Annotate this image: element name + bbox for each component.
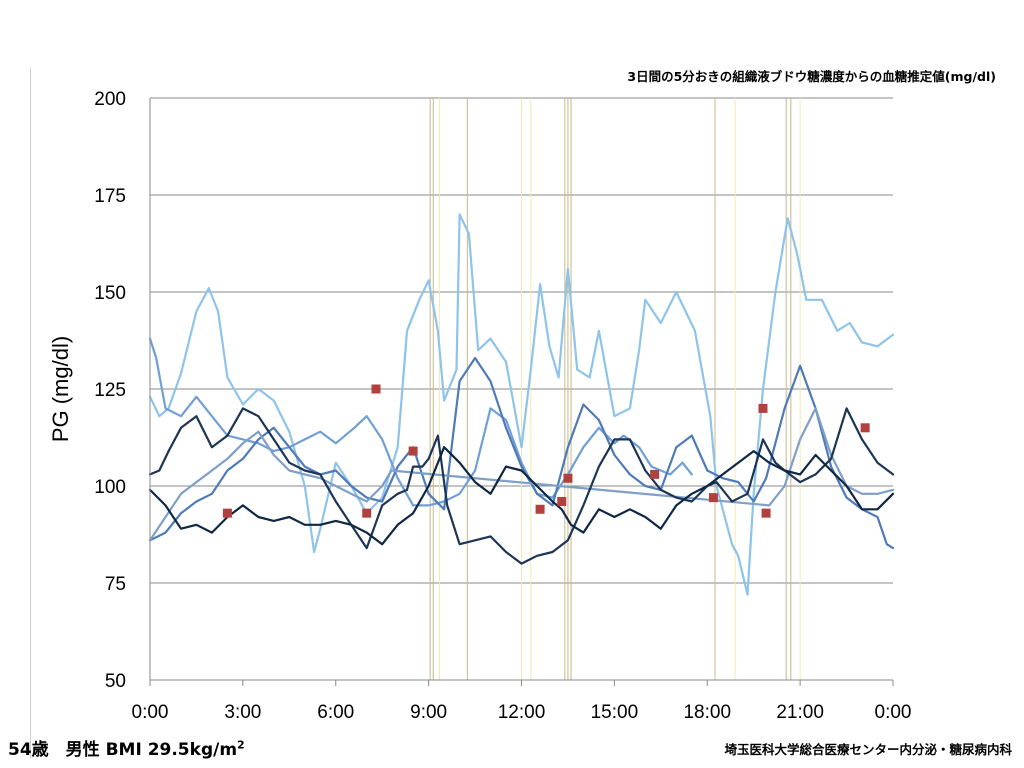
x-tick-label: 3:00: [224, 702, 261, 723]
x-tick-label: 0:00: [875, 702, 912, 723]
series-line-4: [148, 407, 895, 542]
y-tick-label: 175: [94, 186, 126, 207]
measurement-point: [371, 384, 381, 394]
x-tick-label: 0:00: [132, 702, 169, 723]
measurement-point: [222, 508, 232, 518]
y-axis-label: PG (mg/dl): [48, 336, 73, 442]
measurement-point: [758, 403, 768, 413]
series-line-6: [148, 446, 895, 546]
measurement-point: [650, 469, 660, 479]
series-lines: [148, 213, 895, 596]
y-tick-label: 75: [105, 574, 126, 595]
y-tick-label: 150: [94, 283, 126, 304]
y-tick-label: 50: [105, 671, 126, 692]
institution-name: 埼玉医科大学総合医療センター内分泌・糖尿病内科: [724, 742, 1012, 757]
tick-labels: 50 75 100 125 150 175 200 0:00 3:00 6:00 9:00 12:00…: [48, 89, 911, 723]
measurement-point: [761, 508, 771, 518]
measurement-point: [860, 423, 870, 433]
slide-divider-line: [30, 68, 31, 758]
measurement-point: [362, 508, 372, 518]
y-tick-label: 200: [94, 89, 126, 110]
y-tick-label: 125: [94, 380, 126, 401]
measurement-point: [708, 493, 718, 503]
y-tick-label: 100: [94, 477, 126, 498]
x-tick-label: 21:00: [776, 702, 824, 723]
chart-title: 3日間の5分おきの組織液ブドウ糖濃度からの血糖推定値(mg/dl): [627, 69, 996, 84]
x-tick-label: 18:00: [683, 702, 731, 723]
series-line-3: [148, 356, 895, 550]
x-tick-label: 9:00: [410, 702, 447, 723]
series-line-5: [148, 407, 895, 565]
patient-info-superscript: 2: [237, 738, 245, 752]
measurement-point: [557, 497, 567, 507]
measurement-point: [535, 504, 545, 514]
series-line-2: [148, 337, 693, 507]
measurement-point: [408, 446, 418, 456]
patient-info-text: 54歳 男性 BMI 29.5kg/m: [8, 740, 238, 760]
x-tick-label: 12:00: [498, 702, 546, 723]
x-tick-label: 6:00: [317, 702, 354, 723]
series-line-1: [148, 213, 895, 596]
measurement-point: [563, 473, 573, 483]
axes: [149, 98, 894, 686]
x-tick-label: 15:00: [591, 702, 639, 723]
patient-info: 54歳 男性 BMI 29.5kg/m2: [8, 735, 245, 760]
measurement-points: [222, 384, 870, 518]
